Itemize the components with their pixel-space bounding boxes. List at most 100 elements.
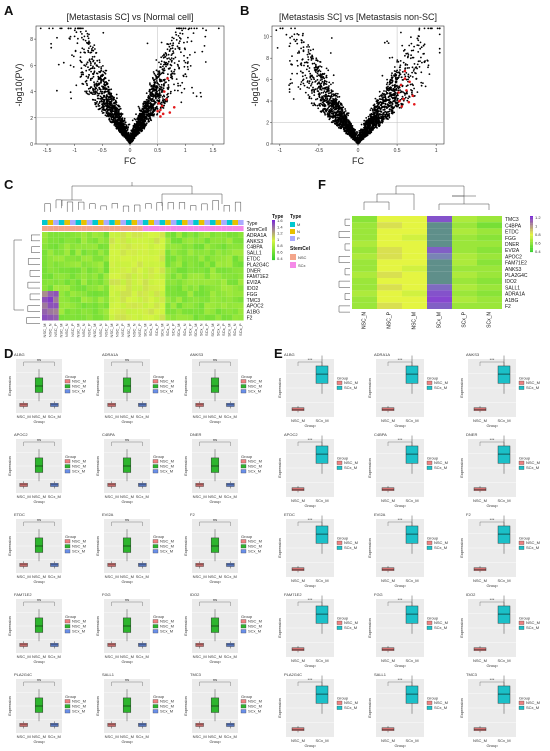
data-point (98, 105, 101, 107)
data-point (322, 98, 324, 100)
data-point (298, 50, 300, 53)
type-annotation-cell (42, 220, 48, 225)
data-point (162, 65, 164, 68)
heatmap-cell (193, 232, 199, 238)
y-tick-label: 6 (30, 63, 33, 69)
data-point (342, 124, 345, 127)
data-point (159, 94, 162, 97)
data-point (167, 79, 170, 82)
data-point (93, 44, 96, 46)
heatmap-cell (159, 261, 166, 268)
heatmap-cell (226, 261, 233, 268)
data-point (97, 92, 99, 95)
data-point (339, 102, 342, 105)
data-point (335, 112, 337, 115)
data-point (102, 101, 105, 104)
data-point (91, 67, 94, 70)
heatmap-cell (165, 273, 171, 280)
dendro-branch (31, 246, 40, 253)
data-point (298, 51, 301, 54)
stemcell-annotation-cell (159, 226, 166, 231)
y-tick-label: 0 (266, 142, 269, 148)
heatmap-cell (238, 261, 244, 268)
heatmap-cell (204, 237, 210, 244)
data-point (334, 119, 337, 122)
data-point (109, 92, 112, 95)
data-point (336, 113, 339, 116)
data-point (420, 84, 423, 87)
data-point (404, 67, 407, 69)
data-point (407, 97, 409, 100)
heatmap-cell (103, 243, 110, 250)
data-point (160, 60, 163, 63)
heatmap-cell (187, 249, 194, 256)
data-point (292, 98, 295, 100)
heatmap-cell (165, 237, 171, 244)
data-point (331, 115, 333, 118)
data-point (407, 55, 409, 58)
type-annotation-cell (142, 220, 149, 225)
data-point (93, 91, 95, 94)
stemcell-annotation-cell (86, 226, 93, 231)
heatmap-cell (142, 273, 149, 280)
heatmap-cell (137, 237, 143, 244)
heatmap-cell (187, 232, 194, 238)
data-point (323, 108, 326, 110)
type-annotation-cell (114, 220, 121, 225)
data-point (85, 82, 88, 85)
data-point (393, 70, 396, 72)
data-point (160, 56, 163, 59)
type-annotation-cell (92, 220, 98, 225)
data-point (344, 118, 347, 121)
data-point (154, 86, 157, 89)
data-point (410, 54, 412, 57)
data-point (153, 84, 156, 86)
data-point (182, 75, 185, 78)
data-point (86, 42, 89, 45)
heatmap-cell (86, 243, 93, 250)
heatmap-cell (81, 255, 87, 262)
heatmap-cell (170, 273, 177, 280)
data-point (313, 90, 315, 93)
data-point (155, 69, 158, 72)
data-point (172, 57, 175, 60)
data-point (158, 91, 161, 93)
data-point (289, 82, 292, 85)
data-point (340, 119, 343, 122)
data-point (152, 107, 155, 109)
data-point (405, 78, 408, 81)
data-point (97, 108, 100, 111)
heatmap-cell (165, 243, 171, 250)
heatmap-cell (154, 267, 160, 274)
heatmap-cell (114, 279, 121, 286)
data-point (152, 87, 155, 90)
data-point (326, 90, 329, 93)
heatmap-cell (86, 237, 93, 244)
data-point (115, 108, 118, 110)
data-point (125, 135, 128, 138)
data-point (87, 49, 89, 52)
data-point (107, 115, 110, 118)
data-point (94, 90, 97, 92)
data-point (319, 61, 322, 63)
data-point (396, 69, 398, 72)
data-point (95, 82, 98, 85)
data-point (119, 116, 122, 118)
data-point (88, 59, 91, 62)
data-point (186, 66, 189, 68)
data-point (422, 82, 424, 84)
data-point (186, 41, 189, 43)
data-point (164, 62, 167, 65)
data-point (386, 40, 388, 43)
data-point (389, 98, 391, 100)
highlight-point (399, 83, 403, 87)
heatmap-cell (198, 237, 205, 244)
heatmap-cell (226, 273, 233, 280)
data-point (326, 100, 329, 102)
data-point (183, 87, 186, 90)
data-point (162, 87, 165, 90)
data-point (184, 27, 187, 30)
data-point (418, 27, 421, 30)
data-point (95, 85, 98, 87)
data-point (312, 104, 314, 107)
